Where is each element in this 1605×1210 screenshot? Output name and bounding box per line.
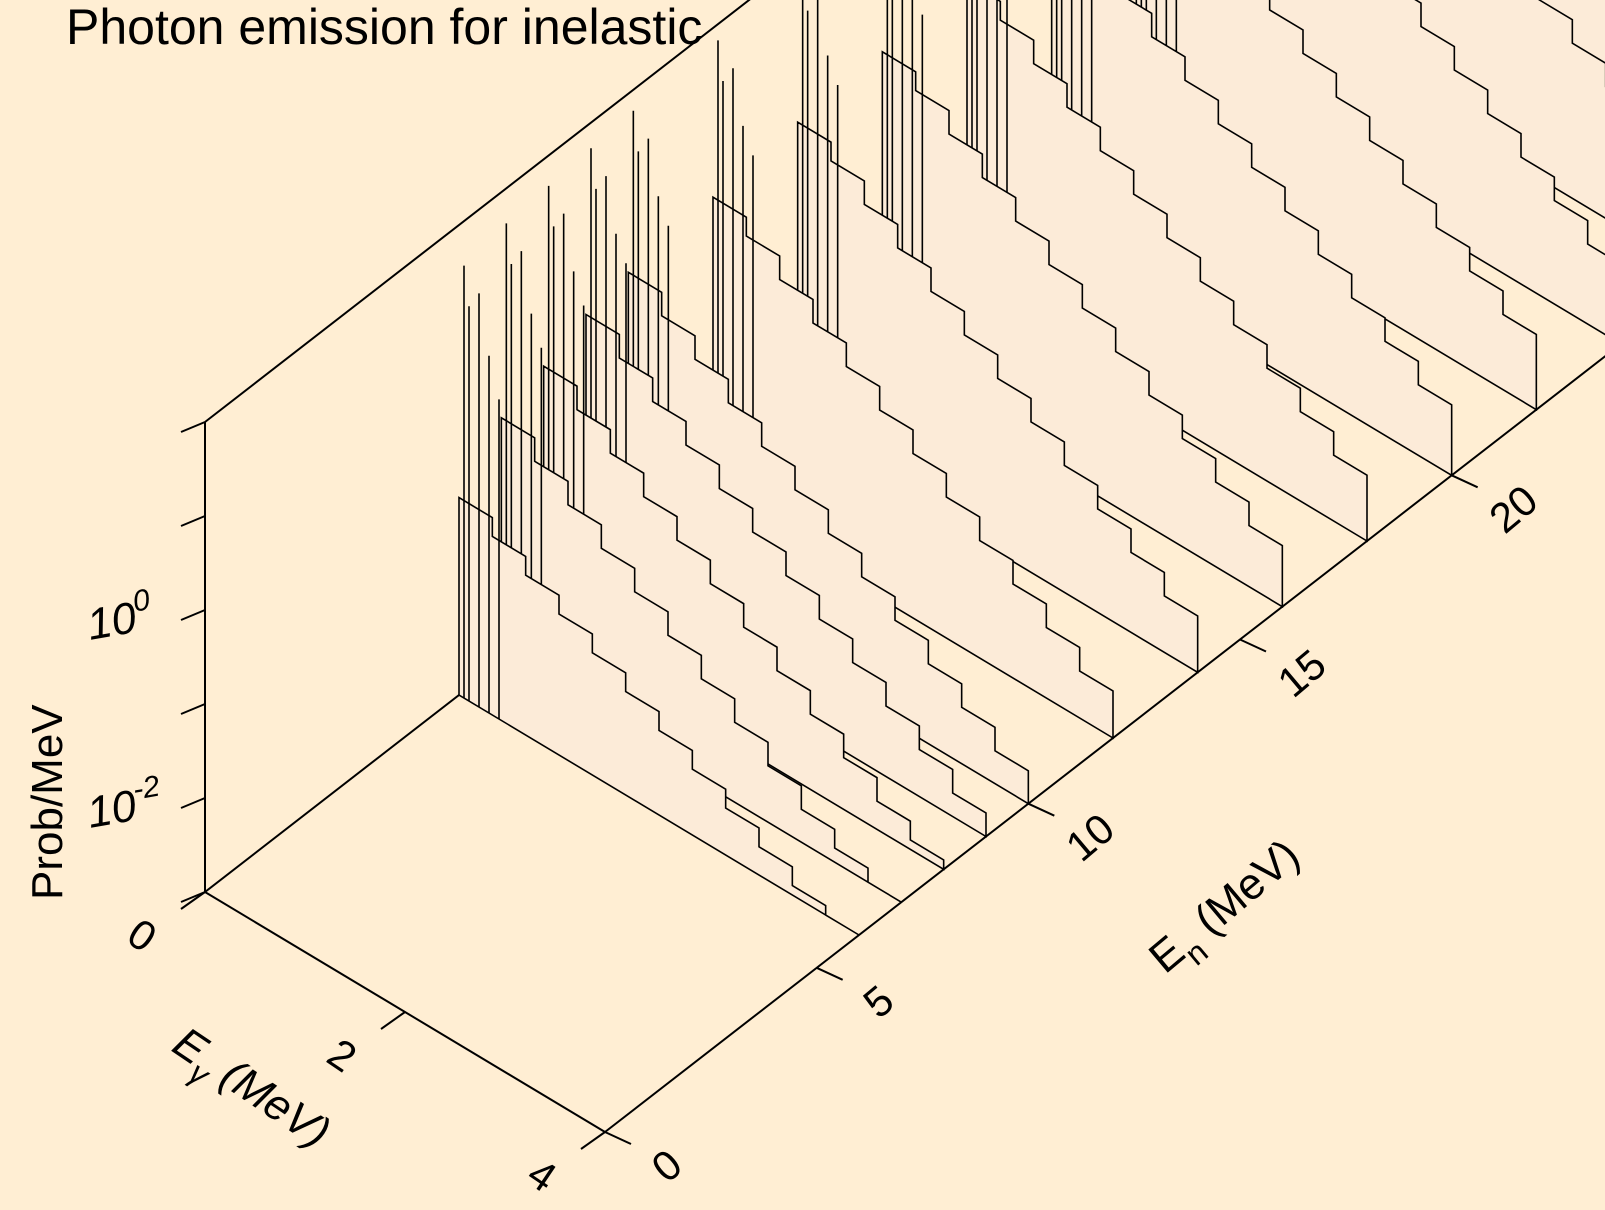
spectrum-en-6 <box>458 265 860 936</box>
spectrum-continuum <box>500 416 902 903</box>
z-tick-mark <box>180 421 206 433</box>
y-tick-label: 15 <box>1269 640 1335 706</box>
z-tick-mark <box>180 515 206 527</box>
x-tick-mark <box>580 1131 606 1150</box>
y-tick-label: 20 <box>1480 476 1546 542</box>
z-tick-mark <box>180 797 206 809</box>
y-tick-mark <box>604 1131 632 1145</box>
y-tick-label: 10 <box>1057 804 1123 870</box>
x-tick-mark <box>180 891 206 910</box>
y-tick-label: 5 <box>854 976 902 1027</box>
y-tick-mark <box>1239 638 1267 653</box>
z-tick-label: 100 <box>82 583 157 650</box>
y-tick-mark <box>1027 802 1055 817</box>
y-axis-label-unit: (MeV) <box>1176 830 1309 952</box>
x-tick-mark <box>380 1011 406 1030</box>
z-axis-label: Prob/MeV <box>23 704 72 900</box>
spectrum-continuum <box>585 313 987 838</box>
back-wall-top <box>204 0 751 423</box>
x-axis-label: Eγ (MeV) <box>158 1018 339 1167</box>
svg-text:Eγ (MeV): Eγ (MeV) <box>158 1018 339 1167</box>
spectrum-continuum <box>627 270 1030 806</box>
spectrum-continuum <box>712 195 1114 740</box>
z-tick-mark <box>180 703 206 715</box>
spectra <box>458 0 1605 936</box>
spectrum-continuum <box>881 50 1284 609</box>
z-tick-mark <box>180 609 206 621</box>
z-tick-label: 10-2 <box>82 770 167 838</box>
y-tick-mark <box>816 966 844 981</box>
x-tick-label: 2 <box>319 1029 365 1081</box>
z-tick-mark <box>180 891 206 903</box>
x-tick-label: 0 <box>119 909 165 961</box>
x-axis-label-unit: (MeV) <box>202 1043 339 1157</box>
spectrum-en-12 <box>712 40 1114 740</box>
y-axis-label: En (MeV) <box>1140 830 1316 991</box>
svg-text:En (MeV): En (MeV) <box>1140 830 1316 991</box>
y-tick-label: 0 <box>643 1140 691 1191</box>
chart-title: Photon emission for inelastic <box>66 0 702 55</box>
spectrum-continuum <box>1050 0 1453 477</box>
spectrum-continuum <box>796 120 1199 674</box>
x-tick-label: 4 <box>519 1149 565 1201</box>
spectrum-continuum <box>966 0 1368 543</box>
y-tick-mark <box>1451 474 1479 489</box>
spectrum-continuum <box>458 496 860 936</box>
spectrum-continuum <box>1135 0 1538 412</box>
